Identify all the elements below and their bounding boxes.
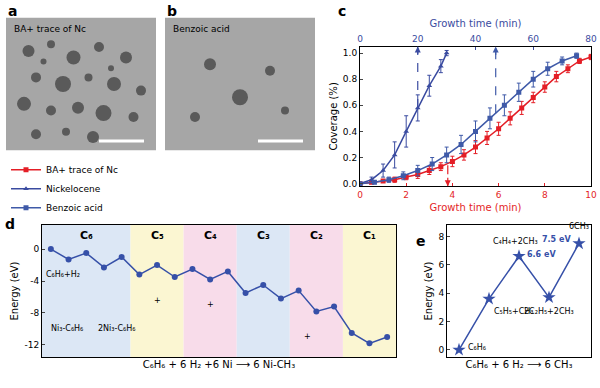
svg-text:C₄: C₄ [204, 229, 217, 242]
svg-text:7.5 eV: 7.5 eV [542, 235, 571, 244]
svg-text:Benzoic acid: Benzoic acid [46, 203, 103, 213]
svg-text:-8: -8 [30, 308, 39, 318]
svg-text:BA+ trace of Nc: BA+ trace of Nc [46, 165, 118, 175]
svg-text:Growth time (min): Growth time (min) [430, 18, 522, 29]
svg-text:C₂: C₂ [310, 229, 323, 242]
svg-text:0.2: 0.2 [343, 153, 357, 163]
svg-text:C₆H₆ + 6 H₂ ⟶ 6 CH₃: C₆H₆ + 6 H₂ ⟶ 6 CH₃ [465, 359, 572, 370]
svg-text:0.0: 0.0 [343, 179, 358, 189]
svg-text:0.8: 0.8 [343, 74, 358, 84]
svg-text:1.0: 1.0 [343, 48, 358, 58]
svg-text:C₆H₆+H₂: C₆H₆+H₂ [46, 270, 80, 279]
svg-text:6: 6 [438, 260, 444, 270]
svg-text:80: 80 [585, 34, 597, 44]
svg-text:Coverage (%): Coverage (%) [328, 82, 339, 150]
svg-text:C₄H₄+2CH₃: C₄H₄+2CH₃ [493, 237, 538, 246]
svg-text:d: d [5, 216, 15, 232]
svg-text:e: e [416, 233, 426, 249]
svg-text:8: 8 [438, 232, 444, 242]
svg-text:BA+ trace of Nc: BA+ trace of Nc [14, 24, 86, 34]
svg-text:4: 4 [438, 288, 444, 298]
svg-text:2C₂H₅+2CH₃: 2C₂H₅+2CH₃ [524, 307, 574, 316]
svg-text:2Ni₃-C₆H₆: 2Ni₃-C₆H₆ [98, 324, 135, 333]
svg-text:0: 0 [357, 190, 363, 200]
svg-text:8: 8 [542, 190, 548, 200]
svg-text:Growth time (min): Growth time (min) [430, 202, 522, 213]
svg-text:2: 2 [403, 190, 409, 200]
svg-text:C₆H₆ + 6 H₂ +6 Ni ⟶ 6 Ni-CH₃: C₆H₆ + 6 H₂ +6 Ni ⟶ 6 Ni-CH₃ [143, 359, 295, 370]
svg-text:+: + [304, 332, 311, 341]
svg-text:Nickelocene: Nickelocene [46, 184, 101, 194]
svg-text:4: 4 [450, 190, 456, 200]
svg-text:C₆H₆: C₆H₆ [468, 343, 486, 352]
svg-text:0: 0 [33, 244, 39, 254]
svg-text:-12: -12 [24, 340, 39, 350]
svg-text:6CH₃: 6CH₃ [569, 222, 589, 231]
svg-text:a: a [8, 3, 17, 19]
svg-text:Energy (eV): Energy (eV) [423, 261, 434, 320]
svg-text:Ni₃-C₆H₆: Ni₃-C₆H₆ [51, 324, 83, 333]
svg-text:0.6: 0.6 [343, 100, 358, 110]
svg-text:40: 40 [470, 34, 482, 44]
svg-text:c: c [338, 3, 346, 19]
svg-text:10: 10 [585, 190, 597, 200]
svg-text:0: 0 [357, 34, 363, 44]
svg-text:0.4: 0.4 [343, 127, 358, 137]
svg-text:6: 6 [496, 190, 502, 200]
svg-text:2: 2 [438, 317, 444, 327]
svg-text:20: 20 [412, 34, 424, 44]
svg-text:b: b [167, 3, 177, 19]
svg-text:Benzoic acid: Benzoic acid [173, 24, 230, 34]
svg-text:0: 0 [438, 345, 444, 355]
svg-text:C₆: C₆ [80, 229, 93, 242]
svg-text:-4: -4 [30, 276, 39, 286]
svg-text:C₁: C₁ [363, 229, 376, 242]
svg-text:Energy (eV): Energy (eV) [9, 261, 20, 320]
svg-text:C₃: C₃ [257, 229, 270, 242]
svg-text:60: 60 [528, 34, 540, 44]
svg-text:+: + [154, 296, 161, 305]
svg-text:C₅H₅+CH₃: C₅H₅+CH₃ [494, 307, 534, 316]
svg-text:6.6 eV: 6.6 eV [527, 250, 556, 259]
svg-text:C₅: C₅ [151, 229, 164, 242]
svg-text:+: + [207, 300, 214, 309]
